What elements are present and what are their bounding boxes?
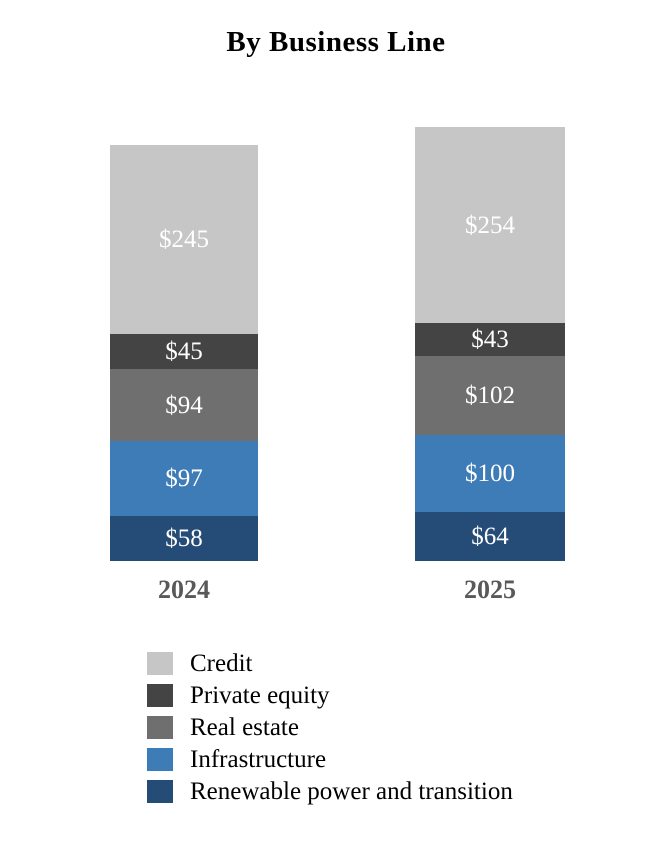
legend-item-infrastructure: Infrastructure bbox=[147, 743, 513, 775]
segment-value-label: $94 bbox=[165, 391, 203, 419]
bar-segment-2024-private-equity: $45 bbox=[110, 334, 258, 369]
segment-value-label: $100 bbox=[465, 460, 515, 487]
legend-swatch bbox=[147, 651, 173, 675]
legend-item-private-equity: Private equity bbox=[147, 679, 513, 711]
legend-swatch bbox=[147, 715, 173, 739]
legend-label: Credit bbox=[190, 649, 253, 677]
x-axis-label-2025: 2025 bbox=[464, 575, 516, 604]
legend-item-renewable-power-and-transition: Renewable power and transition bbox=[147, 775, 513, 807]
segment-value-label: $97 bbox=[165, 465, 203, 492]
bar-segment-2025-real-estate: $102 bbox=[415, 356, 565, 435]
segment-value-label: $64 bbox=[471, 523, 509, 550]
bar-segment-2025-private-equity: $43 bbox=[415, 323, 565, 356]
legend-swatch bbox=[147, 683, 173, 707]
legend-label: Private equity bbox=[190, 681, 330, 709]
bar-segment-2025-renewable-power-and-transition: $64 bbox=[415, 512, 565, 561]
bar-segment-2025-infrastructure: $100 bbox=[415, 435, 565, 512]
legend-label: Renewable power and transition bbox=[190, 777, 513, 805]
legend-item-credit: Credit bbox=[147, 647, 513, 679]
bar-segment-2024-infrastructure: $97 bbox=[110, 441, 258, 516]
bar-segment-2024-credit: $245 bbox=[110, 145, 258, 334]
bar-segment-2024-renewable-power-and-transition: $58 bbox=[110, 516, 258, 561]
chart-title: By Business Line bbox=[226, 26, 446, 58]
bar-column-2025: $254 $43 $102 $100 $64 bbox=[415, 127, 565, 561]
x-axis-label-2024: 2024 bbox=[158, 575, 210, 604]
legend-label: Real estate bbox=[190, 713, 299, 741]
segment-value-label: $102 bbox=[465, 382, 515, 409]
segment-value-label: $45 bbox=[165, 338, 203, 365]
bar-segment-2025-credit: $254 bbox=[415, 127, 565, 323]
legend: Credit Private equity Real estate Infrastru… bbox=[147, 647, 513, 807]
legend-label: Infrastructure bbox=[190, 745, 327, 773]
segment-value-label: $254 bbox=[465, 211, 515, 239]
segment-value-label: $43 bbox=[471, 326, 509, 353]
segment-value-label: $245 bbox=[159, 226, 209, 253]
legend-swatch bbox=[147, 747, 173, 771]
segment-value-label: $58 bbox=[165, 525, 203, 552]
bar-segment-2024-real-estate: $94 bbox=[110, 369, 258, 441]
legend-item-real-estate: Real estate bbox=[147, 711, 513, 743]
bar-column-2024: $245 $45 $94 $97 $58 bbox=[110, 145, 258, 561]
legend-swatch bbox=[147, 779, 173, 803]
